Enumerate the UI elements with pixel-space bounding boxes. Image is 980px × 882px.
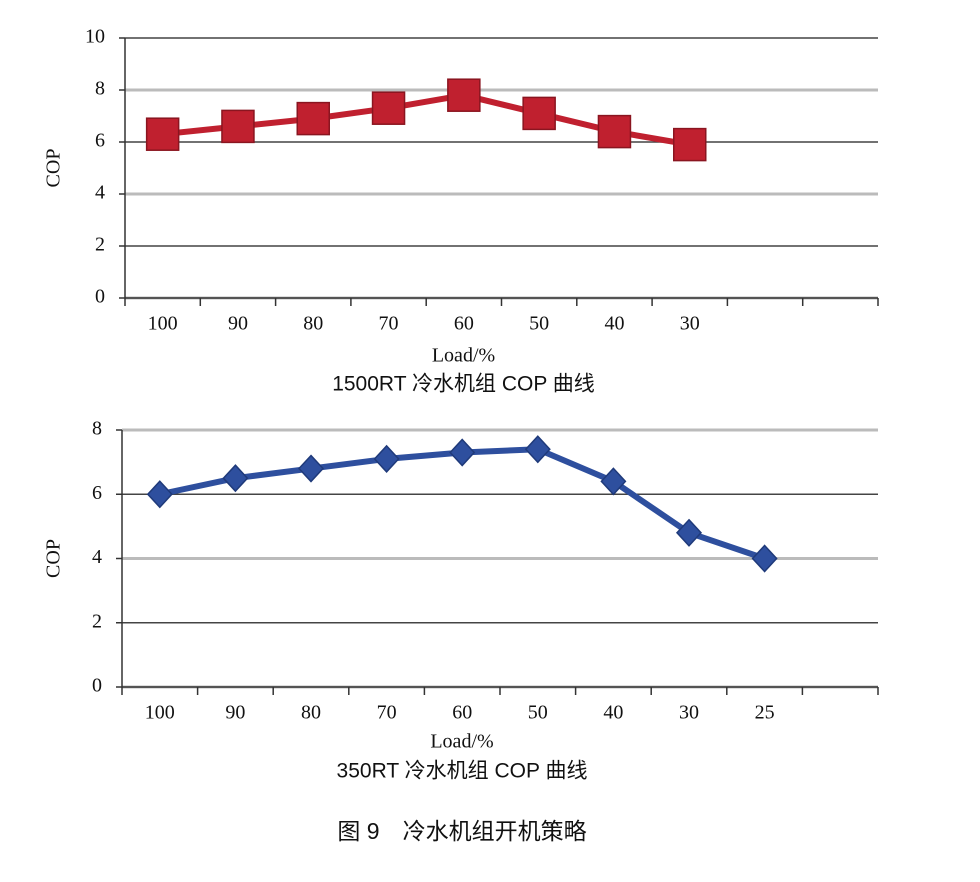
marker	[597, 114, 632, 149]
y-tick-label: 2	[95, 234, 105, 256]
marker	[221, 109, 255, 144]
marker	[522, 96, 556, 131]
x-axis-label: Load/%	[432, 345, 495, 367]
marker	[751, 544, 778, 573]
x-tick-label: 80	[301, 702, 321, 724]
x-tick-label: 70	[377, 702, 397, 724]
marker	[145, 117, 180, 151]
marker	[600, 467, 627, 496]
x-tick-label: 30	[679, 702, 699, 724]
y-tick-label: 8	[92, 418, 102, 440]
marker	[373, 444, 400, 474]
x-tick-label: 40	[603, 702, 623, 724]
y-tick-label: 6	[95, 130, 105, 152]
x-tick-label: 60	[454, 313, 474, 335]
x-tick-label: 60	[452, 702, 472, 724]
x-tick-label: 100	[148, 313, 178, 335]
marker	[297, 454, 325, 483]
y-tick-label: 8	[95, 78, 105, 100]
marker	[673, 127, 707, 162]
x-tick-label: 50	[528, 702, 548, 724]
y-tick-label: 10	[85, 26, 105, 48]
x-tick-label: 80	[303, 313, 323, 335]
x-tick-label: 70	[379, 313, 399, 335]
y-tick-label: 0	[95, 286, 105, 308]
x-tick-label: 40	[604, 313, 624, 335]
y-axis-label: COP	[43, 539, 65, 578]
x-tick-label: 90	[228, 313, 248, 335]
x-tick-label: 50	[529, 313, 549, 335]
y-tick-label: 4	[92, 546, 102, 568]
y-tick-label: 6	[92, 482, 102, 504]
marker	[447, 78, 481, 112]
x-tick-label: 100	[145, 702, 175, 724]
x-axis-label: Load/%	[430, 731, 493, 753]
chart-title: 350RT 冷水机组 COP 曲线	[337, 760, 588, 783]
figure-caption: 图 9 冷水机组开机策略	[337, 818, 586, 844]
marker	[524, 435, 551, 464]
y-tick-label: 4	[95, 182, 105, 204]
marker	[146, 480, 173, 509]
marker	[371, 91, 406, 125]
y-tick-label: 0	[92, 675, 102, 697]
marker	[449, 438, 476, 467]
y-axis-label: COP	[43, 149, 65, 188]
marker	[675, 518, 703, 547]
x-tick-label: 30	[680, 313, 700, 335]
y-tick-label: 2	[92, 610, 102, 632]
chart-title: 1500RT 冷水机组 COP 曲线	[332, 373, 595, 396]
marker	[296, 101, 330, 136]
marker	[222, 464, 249, 493]
x-tick-label: 25	[755, 702, 775, 724]
x-tick-label: 90	[225, 702, 245, 724]
